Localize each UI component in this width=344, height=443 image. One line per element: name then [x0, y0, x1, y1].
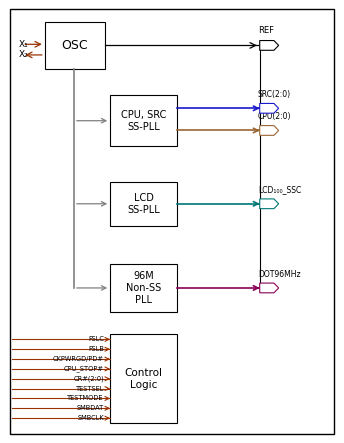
Text: LCD
SS-PLL: LCD SS-PLL — [127, 193, 160, 214]
Text: CPU_STOP#: CPU_STOP# — [64, 365, 104, 372]
Text: REF: REF — [258, 26, 274, 35]
Text: SRC(2:0): SRC(2:0) — [258, 90, 291, 99]
Text: X₂: X₂ — [19, 51, 29, 59]
Text: TESTSEL: TESTSEL — [76, 385, 104, 392]
Text: SMBCLK: SMBCLK — [77, 415, 104, 421]
Text: SMBDAT: SMBDAT — [77, 405, 104, 411]
Text: DOT96MHz: DOT96MHz — [258, 270, 301, 279]
Text: FSLC: FSLC — [88, 336, 104, 342]
Polygon shape — [260, 41, 279, 51]
Text: TESTMODE: TESTMODE — [67, 396, 104, 401]
Text: LCD₁₀₀_SSC: LCD₁₀₀_SSC — [258, 186, 301, 194]
Text: CKPWRGD/PD#: CKPWRGD/PD# — [53, 356, 104, 362]
Bar — [110, 264, 177, 312]
Polygon shape — [260, 126, 279, 136]
Bar — [110, 182, 177, 226]
Text: CPU, SRC
SS-PLL: CPU, SRC SS-PLL — [121, 110, 166, 132]
Text: FSLB: FSLB — [88, 346, 104, 352]
Text: Control
Logic: Control Logic — [125, 368, 163, 389]
Bar — [110, 95, 177, 146]
Polygon shape — [260, 199, 279, 209]
Polygon shape — [260, 104, 279, 113]
Bar — [45, 22, 105, 69]
Text: OSC: OSC — [62, 39, 88, 52]
Text: 96M
Non-SS
PLL: 96M Non-SS PLL — [126, 272, 161, 304]
Polygon shape — [260, 283, 279, 293]
Bar — [110, 334, 177, 423]
Text: CPU(2:0): CPU(2:0) — [258, 112, 291, 121]
Text: CR#(2:0): CR#(2:0) — [73, 376, 104, 382]
Text: X₁: X₁ — [19, 40, 29, 49]
